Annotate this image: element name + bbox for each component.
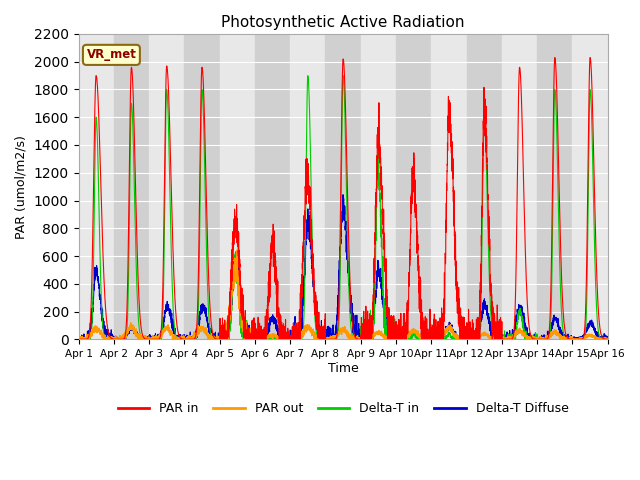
PAR out xyxy=(278,336,285,342)
Delta-T in xyxy=(555,232,563,238)
Delta-T in xyxy=(553,120,561,126)
Line: Delta-T in: Delta-T in xyxy=(79,76,608,339)
Delta-T Diffuse xyxy=(555,327,563,333)
Text: VR_met: VR_met xyxy=(86,48,136,61)
Bar xyxy=(431,34,467,339)
PAR out xyxy=(576,336,584,342)
Delta-T Diffuse xyxy=(339,192,347,198)
Bar xyxy=(114,34,149,339)
Delta-T in xyxy=(604,336,612,342)
Legend: PAR in, PAR out, Delta-T in, Delta-T Diffuse: PAR in, PAR out, Delta-T in, Delta-T Dif… xyxy=(113,397,573,420)
Delta-T Diffuse xyxy=(604,336,612,342)
PAR in xyxy=(551,55,559,60)
Title: Photosynthetic Active Radiation: Photosynthetic Active Radiation xyxy=(221,15,465,30)
PAR in xyxy=(216,336,224,342)
Bar xyxy=(502,34,537,339)
PAR in xyxy=(138,329,146,335)
Line: PAR in: PAR in xyxy=(79,58,608,339)
Delta-T Diffuse xyxy=(406,333,413,339)
X-axis label: Time: Time xyxy=(328,362,358,375)
Delta-T in xyxy=(576,336,584,342)
Bar xyxy=(537,34,572,339)
PAR in xyxy=(278,330,285,336)
PAR out xyxy=(138,336,146,342)
Bar xyxy=(290,34,326,339)
PAR out xyxy=(553,332,561,338)
Delta-T Diffuse xyxy=(138,334,146,340)
Bar xyxy=(326,34,361,339)
PAR in xyxy=(553,81,561,86)
PAR out xyxy=(604,336,612,342)
Delta-T in xyxy=(406,336,413,341)
Delta-T Diffuse xyxy=(576,336,584,342)
Delta-T Diffuse xyxy=(278,335,285,341)
Delta-T in xyxy=(216,336,224,342)
PAR in xyxy=(406,263,413,269)
PAR out xyxy=(406,332,413,338)
Delta-T in xyxy=(138,336,146,341)
Bar xyxy=(184,34,220,339)
Delta-T in xyxy=(75,336,83,342)
Bar xyxy=(220,34,255,339)
Bar xyxy=(255,34,290,339)
Delta-T in xyxy=(278,336,285,342)
Line: Delta-T Diffuse: Delta-T Diffuse xyxy=(79,195,608,339)
Line: PAR out: PAR out xyxy=(79,250,608,339)
PAR in xyxy=(75,336,83,342)
PAR out xyxy=(555,333,563,338)
Bar xyxy=(149,34,184,339)
Bar xyxy=(467,34,502,339)
PAR in xyxy=(576,336,584,342)
PAR in xyxy=(604,336,612,342)
PAR out xyxy=(233,247,241,253)
PAR out xyxy=(75,336,83,342)
Delta-T in xyxy=(304,73,312,79)
Y-axis label: PAR (umol/m2/s): PAR (umol/m2/s) xyxy=(15,135,28,239)
Bar xyxy=(396,34,431,339)
PAR in xyxy=(555,179,563,185)
Delta-T Diffuse xyxy=(75,336,83,342)
Delta-T Diffuse xyxy=(75,330,83,336)
PAR out xyxy=(75,336,83,342)
Bar xyxy=(572,34,608,339)
Delta-T Diffuse xyxy=(553,319,561,324)
Bar xyxy=(361,34,396,339)
Bar xyxy=(79,34,114,339)
